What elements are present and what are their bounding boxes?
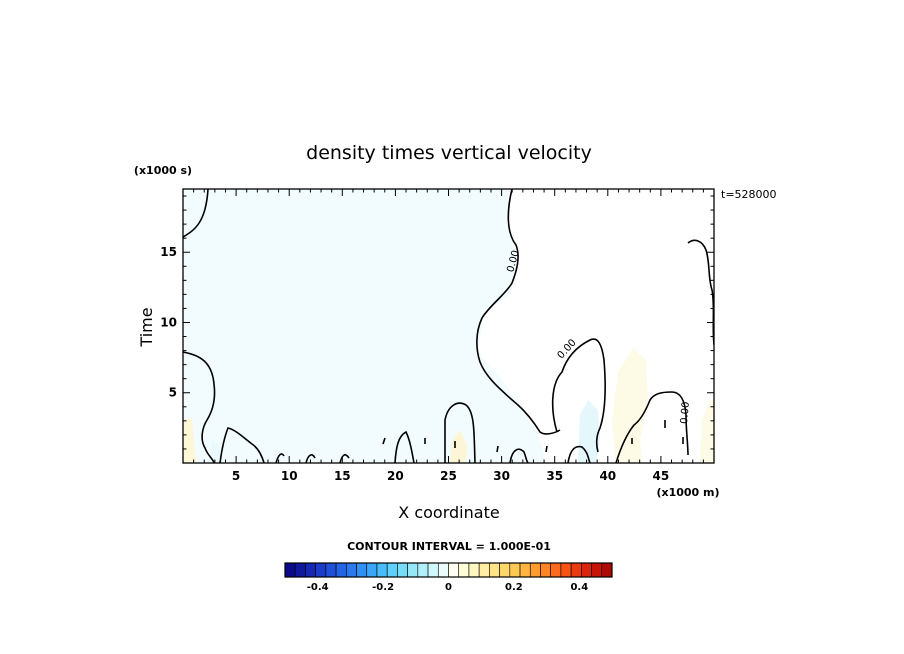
colorbar-swatch <box>437 562 449 578</box>
x-tick-label: 40 <box>599 469 616 483</box>
colorbar-swatch <box>356 562 368 578</box>
y-axis-title: Time <box>137 307 156 347</box>
colorbar-swatch <box>386 562 398 578</box>
zero-contour-lines <box>183 189 714 463</box>
time-stamp: t=528000 <box>721 188 777 201</box>
colorbar-swatch <box>478 562 490 578</box>
x-tick-label: 45 <box>653 469 670 483</box>
colorbar-swatch <box>315 562 327 578</box>
colorbar-swatch <box>489 562 500 578</box>
contour-line-left-top <box>183 189 209 238</box>
fill-positive-edge <box>183 418 196 463</box>
axis-ticks: 5 10 15 20 25 30 35 40 45 5 10 15 <box>160 189 714 483</box>
fill-negative-cell <box>578 400 600 463</box>
contour-line-hump <box>444 402 476 463</box>
colorbar-tick-label: -0.2 <box>372 582 394 593</box>
colorbar-frame <box>284 562 613 578</box>
colorbar-swatch <box>346 562 357 578</box>
y-tick-label: 5 <box>169 386 177 400</box>
colorbar-swatch <box>294 562 306 578</box>
colorbar-swatch <box>335 562 347 578</box>
x-tick-label: 20 <box>387 469 404 483</box>
fill-positive-plume <box>612 348 648 463</box>
x-tick-label: 35 <box>546 469 563 483</box>
contour-line-bottom-mid <box>394 430 415 463</box>
colorbar-swatch <box>591 562 603 578</box>
colorbar-swatch <box>407 562 419 578</box>
contour-line-bottom-mix <box>219 427 265 463</box>
colorbar-swatch <box>305 562 316 578</box>
colorbar-swatch <box>284 562 296 578</box>
colorbar-tick-label: 0.4 <box>570 582 588 593</box>
colorbar-swatch <box>581 562 592 578</box>
colorbar-tick-label: -0.4 <box>307 582 329 593</box>
x-tick-label: 15 <box>334 469 351 483</box>
contour-line-right-arch <box>551 338 606 453</box>
colorbar-swatch <box>570 562 582 578</box>
colorbar: -0.4 -0.2 0 0.2 0.4 <box>284 562 613 593</box>
colorbar-swatch <box>325 562 337 578</box>
y-tick-label: 15 <box>160 245 177 259</box>
colorbar-swatch <box>427 562 439 578</box>
x-tick-label: 10 <box>281 469 298 483</box>
fill-positive-right <box>700 400 714 463</box>
colorbar-swatch <box>529 562 541 578</box>
colorbar-swatch <box>376 562 388 578</box>
contour-line-right-edge <box>687 239 714 346</box>
fill-positive-cell <box>450 430 467 463</box>
contour-line-bottom-fragments <box>275 420 684 463</box>
colorbar-swatch <box>550 562 562 578</box>
y-unit-label: (x1000 s) <box>134 164 192 177</box>
x-tick-label: 5 <box>232 469 240 483</box>
colorbar-swatch <box>468 562 480 578</box>
fill-negative-main <box>183 189 546 463</box>
contour-line-main <box>476 189 561 435</box>
contour-labels: 0.00 0.00 0.00 <box>505 249 692 424</box>
x-tick-label: 30 <box>493 469 510 483</box>
colorbar-swatch <box>519 562 531 578</box>
colorbar-swatch <box>601 562 613 578</box>
contour-line-right-low <box>615 391 689 463</box>
colorbar-swatch <box>397 562 408 578</box>
colorbar-swatch <box>417 562 429 578</box>
colorbar-swatch <box>560 562 572 578</box>
colorbar-swatch <box>540 562 551 578</box>
plot-area: 0.00 0.00 0.00 5 10 15 20 25 30 35 40 45 5 10 15 <box>160 188 715 483</box>
contour-line-left-low <box>183 351 216 463</box>
colorbar-tick-label: 0 <box>445 582 452 593</box>
chart-title: density times vertical velocity <box>306 142 592 164</box>
contour-interval-text: CONTOUR INTERVAL = 1.000E-01 <box>347 540 551 553</box>
colorbar-swatch <box>448 562 460 578</box>
fill-negative-edge <box>210 440 222 463</box>
colorbar-swatch <box>458 562 470 578</box>
x-axis-title: X coordinate <box>398 503 499 522</box>
x-tick-label: 25 <box>440 469 457 483</box>
filled-contours <box>183 189 714 463</box>
contour-line-bottom-right <box>567 445 591 463</box>
colorbar-swatch <box>366 562 378 578</box>
contour-label-right: 0.00 <box>679 401 692 424</box>
colorbar-swatch <box>509 562 521 578</box>
colorbar-tick-label: 0.2 <box>505 582 523 593</box>
colorbar-swatch <box>499 562 511 578</box>
x-unit-label: (x1000 m) <box>656 486 719 499</box>
contour-line-bottom-small <box>509 448 529 463</box>
y-tick-label: 10 <box>160 315 177 329</box>
